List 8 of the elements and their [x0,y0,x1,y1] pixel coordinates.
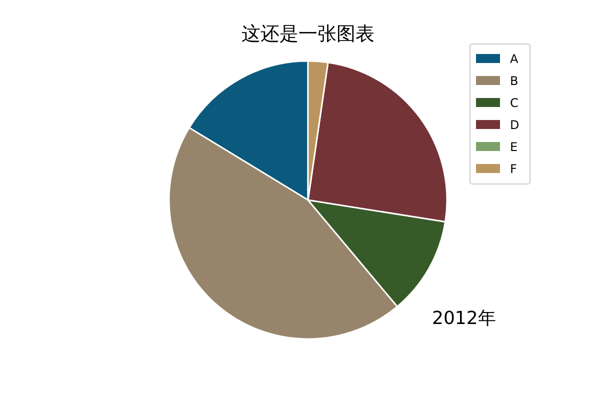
chart-title: 这还是一张图表 [242,23,374,45]
legend-label: D [510,118,520,132]
text: 2012年 [432,308,496,329]
legend-label: B [510,74,518,88]
legend-label: C [510,96,518,110]
legend-label: A [510,52,519,66]
legend-label: E [510,140,518,154]
legend-label: F [510,162,517,176]
